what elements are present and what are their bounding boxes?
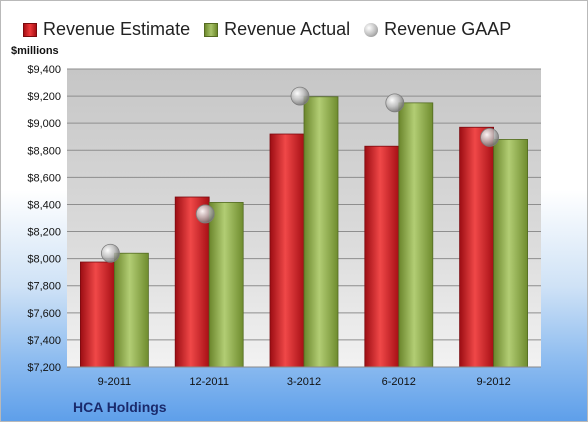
y-tick-label: $8,200 (27, 227, 61, 239)
y-tick-label: $9,400 (27, 64, 61, 76)
x-tick-label: 6-2012 (382, 376, 416, 388)
bar-revenue-actual (398, 102, 434, 368)
bars (80, 96, 529, 368)
gaap-marker (480, 128, 500, 147)
legend-label-gaap: Revenue GAAP (384, 19, 512, 39)
bar-revenue-estimate (459, 126, 495, 368)
legend-swatch-gaap (364, 22, 379, 37)
legend-label-actual: Revenue Actual (224, 19, 351, 39)
legend: Revenue Estimate Revenue Actual Revenue … (23, 19, 525, 40)
bar-revenue-estimate (80, 261, 115, 368)
bar-revenue-actual (114, 252, 149, 368)
legend-swatch-estimate (23, 22, 37, 37)
bar-revenue-estimate (364, 145, 400, 368)
y-axis-ticks: $7,200 $7,400 $7,600 $7,800 $8,000 $8,200 $8,4… (27, 64, 61, 374)
bar-revenue-actual (493, 139, 529, 368)
y-tick-label: $8,600 (27, 172, 61, 184)
x-tick-label: 3-2012 (287, 376, 321, 388)
y-tick-label: $9,000 (27, 118, 61, 130)
gaap-marker (101, 243, 120, 263)
gaap-marker (195, 204, 215, 224)
y-axis-units-label: $millions (11, 45, 59, 57)
y-tick-label: $8,800 (27, 145, 61, 157)
legend-item-estimate: Revenue Estimate (23, 19, 190, 40)
x-tick-label: 9-2011 (98, 376, 131, 388)
x-tick-label: 12-2011 (189, 376, 229, 388)
bar-revenue-estimate (269, 133, 305, 368)
y-tick-label: $9,200 (27, 91, 61, 103)
y-tick-label: $7,800 (27, 281, 61, 293)
gaap-markers (101, 86, 500, 263)
y-tick-label: $7,200 (27, 362, 61, 374)
legend-label-estimate: Revenue Estimate (43, 19, 191, 39)
bar-revenue-estimate (174, 196, 210, 368)
gaap-marker (385, 93, 405, 113)
x-tick-label: 9-2012 (476, 376, 510, 388)
y-tick-label: $8,000 (27, 254, 61, 266)
legend-swatch-actual (204, 22, 219, 37)
y-tick-label: $7,600 (27, 308, 61, 320)
legend-item-gaap: Revenue GAAP (364, 19, 511, 40)
y-tick-label: $7,400 (27, 335, 61, 347)
x-axis-ticks: 9-2011 12-2011 3-2012 6-2012 9-2012 (98, 376, 511, 388)
company-name: HCA Holdings (73, 399, 167, 415)
legend-item-actual: Revenue Actual (204, 19, 350, 40)
y-tick-label: $8,400 (27, 199, 61, 211)
bar-revenue-actual (303, 96, 339, 368)
bar-revenue-actual (208, 202, 244, 368)
gaap-marker (290, 86, 310, 106)
